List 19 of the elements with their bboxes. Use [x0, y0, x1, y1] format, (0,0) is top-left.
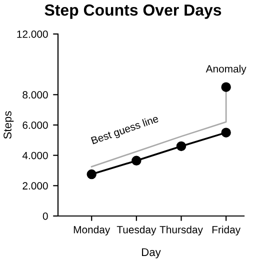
point: [86, 169, 96, 180]
x-tick-label: Friday: [212, 226, 241, 236]
y-axis-title: Steps: [4, 111, 14, 139]
x-axis-title: Day: [142, 248, 161, 258]
point: [132, 156, 142, 166]
y-tick-label: 4.000: [22, 152, 48, 160]
y-tick-label: 12.000: [17, 30, 48, 38]
annotation: Anomaly: [206, 64, 246, 75]
x-tick-label: Monday: [74, 226, 110, 236]
y-tick-label: 0: [42, 212, 48, 220]
point: [176, 141, 186, 152]
annotation: Best guess line: [90, 114, 160, 146]
y-tick-label: 2.000: [22, 182, 48, 190]
chart-title: Step Counts Over Days: [44, 4, 222, 19]
x-tick-label: Tuesday: [116, 226, 156, 236]
point: [221, 128, 231, 138]
x-tick-label: Thursday: [160, 226, 203, 236]
y-tick-label: 6.000: [22, 122, 48, 129]
y-tick-label: 8.000: [22, 91, 48, 99]
